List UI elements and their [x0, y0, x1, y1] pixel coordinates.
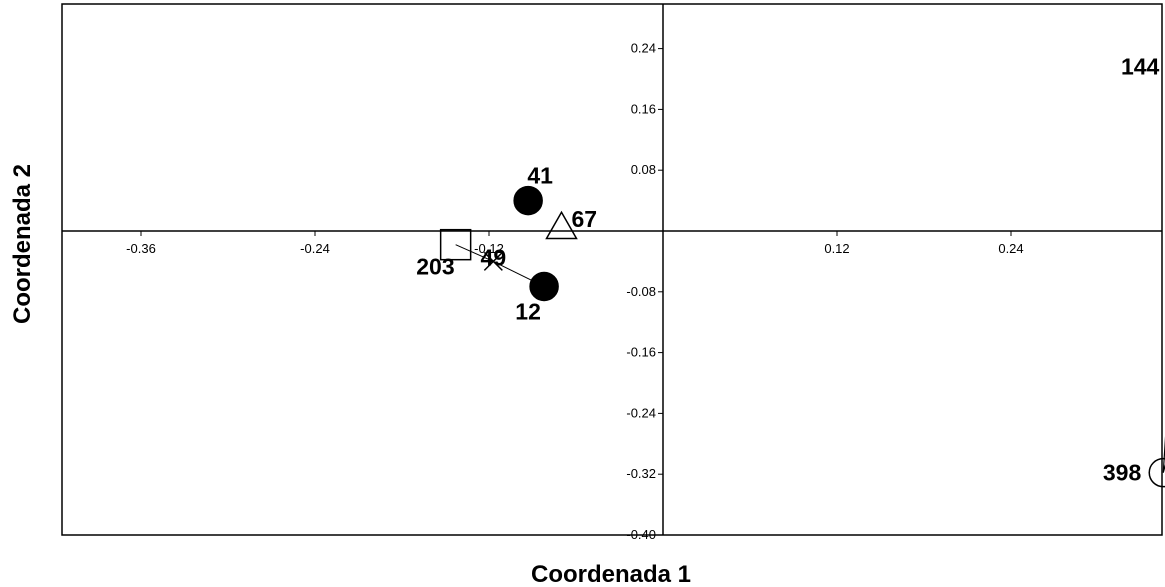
y-tick-label: -0.08: [626, 284, 656, 299]
y-tick-label: 0.08: [631, 162, 656, 177]
point-203: [439, 228, 472, 261]
point-label-398: 398: [1103, 460, 1142, 486]
point-67: [545, 210, 578, 240]
x-tick-label: 0.12: [824, 241, 849, 256]
point-12: [529, 271, 559, 302]
x-tick-label: -0.12: [474, 241, 504, 256]
y-tick-label: -0.24: [626, 405, 656, 420]
point-41: [513, 185, 543, 216]
x-tick-label: 0.24: [998, 241, 1023, 256]
y-tick-label: 0.24: [631, 41, 656, 56]
axes: [62, 4, 1162, 535]
point-label-67: 67: [572, 206, 598, 232]
point-label-203: 203: [416, 254, 454, 280]
point-label-49: 49: [481, 244, 507, 270]
point-label-144: 144: [1121, 53, 1160, 79]
y-tick-label: -0.32: [626, 466, 656, 481]
link-line: [455, 244, 494, 262]
y-tick-labels: 0.24 0.16 0.08 -0.08 -0.16 -0.24 -0.32 -0.40: [626, 41, 663, 542]
y-tick-label: -0.16: [626, 345, 656, 360]
point-label-41: 41: [527, 163, 553, 189]
x-axis-title: Coordenada 1: [531, 561, 691, 587]
y-axis-title: Coordenada 2: [9, 164, 36, 324]
x-tick-labels: -0.60-0.48-0.36-0.24-0.120.120.240.360.4…: [126, 231, 1024, 256]
point-398: [1148, 457, 1165, 488]
x-tick-label: -0.24: [300, 241, 330, 256]
y-tick-label: 0.16: [631, 101, 656, 116]
y-tick-label: -0.40: [626, 527, 656, 542]
point-labels: 7541672034912144667398: [416, 53, 1160, 486]
x-tick-label: -0.36: [126, 241, 156, 256]
plot-frame: [61, 3, 1163, 536]
point-49: [483, 251, 503, 271]
data-points: [439, 185, 1165, 488]
point-label-12: 12: [515, 298, 541, 324]
